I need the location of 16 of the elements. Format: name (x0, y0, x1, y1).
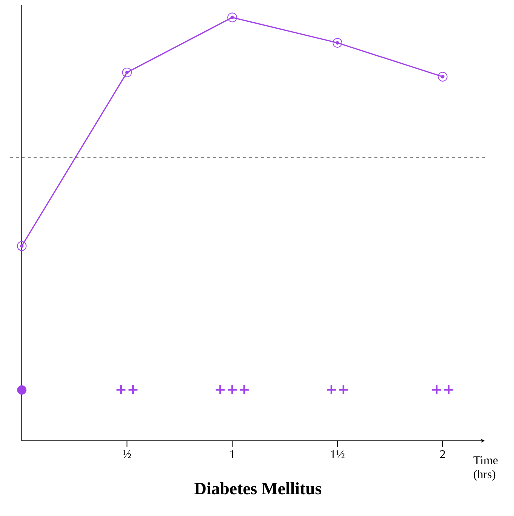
annotation: ++ (327, 386, 348, 394)
point (332, 38, 343, 48)
point (17, 241, 27, 252)
point (122, 68, 132, 78)
x-tick-label: ½ (123, 450, 132, 458)
x-tick-label: 1 (230, 450, 235, 458)
annotation: ++ (432, 386, 454, 394)
annotation: ++ (116, 386, 138, 394)
x-tick-label: 2 (440, 450, 446, 458)
annotation: +++ (216, 386, 249, 394)
x-tick-label: 1½ (331, 450, 345, 458)
point (17, 386, 27, 395)
x-axis-title: Time (hrs) (474, 456, 498, 481)
point (438, 72, 448, 82)
point (228, 12, 238, 23)
text: Diabetes Mellitus (194, 482, 322, 495)
